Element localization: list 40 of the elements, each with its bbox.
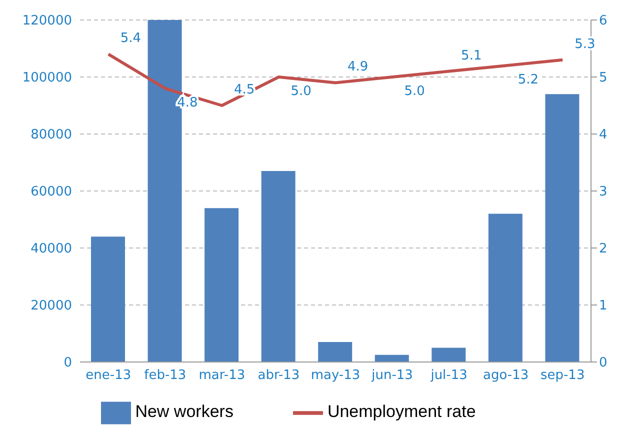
x-tick-label: abr-13	[258, 368, 300, 384]
y-tick-label: 120000	[22, 14, 72, 29]
data-label: 5.2	[518, 72, 539, 88]
y-tick-label: 0	[64, 356, 72, 371]
data-label: 5.4	[120, 31, 142, 46]
legend-label: Unemployment rate	[327, 402, 476, 422]
y2-tick-label: 5	[599, 70, 608, 86]
y-tick-label: 80000	[30, 128, 72, 143]
data-label: 5.0	[290, 84, 312, 99]
data-label: 4.9	[348, 60, 368, 75]
bar	[318, 342, 352, 362]
y2-tick-label: 3	[599, 184, 608, 200]
bar	[545, 94, 580, 362]
bar	[91, 236, 125, 362]
bar	[261, 171, 296, 362]
bar	[374, 354, 409, 362]
data-label: 5.0	[404, 84, 425, 99]
x-tick-label: may-13	[310, 368, 360, 384]
y2-tick-label: 2	[599, 242, 608, 257]
y2-tick-label: 4	[599, 128, 608, 143]
y2-tick-label: 6	[599, 14, 608, 29]
y-tick-label: 100000	[22, 70, 72, 86]
x-tick-label: ago-13	[483, 368, 529, 384]
bar	[432, 348, 466, 362]
y-tick-label: 60000	[30, 184, 72, 200]
legend-label: New workers	[135, 402, 234, 422]
data-label: 5.1	[461, 48, 482, 64]
x-tick-label: jul-13	[430, 368, 468, 384]
x-tick-label: feb-13	[144, 368, 186, 384]
x-tick-label: sep-13	[540, 368, 585, 384]
data-label: 5.3	[574, 36, 596, 52]
x-tick-label: mar-13	[198, 368, 246, 384]
y2-tick-label: 1	[599, 298, 608, 314]
y-tick-label: 40000	[30, 242, 72, 257]
y-tick-label: 20000	[30, 298, 72, 314]
y2-tick-label: 0	[599, 356, 608, 371]
bar	[488, 214, 522, 362]
x-tick-label: jun-13	[370, 368, 413, 384]
bar	[204, 208, 239, 362]
x-tick-label: ene-13	[86, 368, 132, 384]
